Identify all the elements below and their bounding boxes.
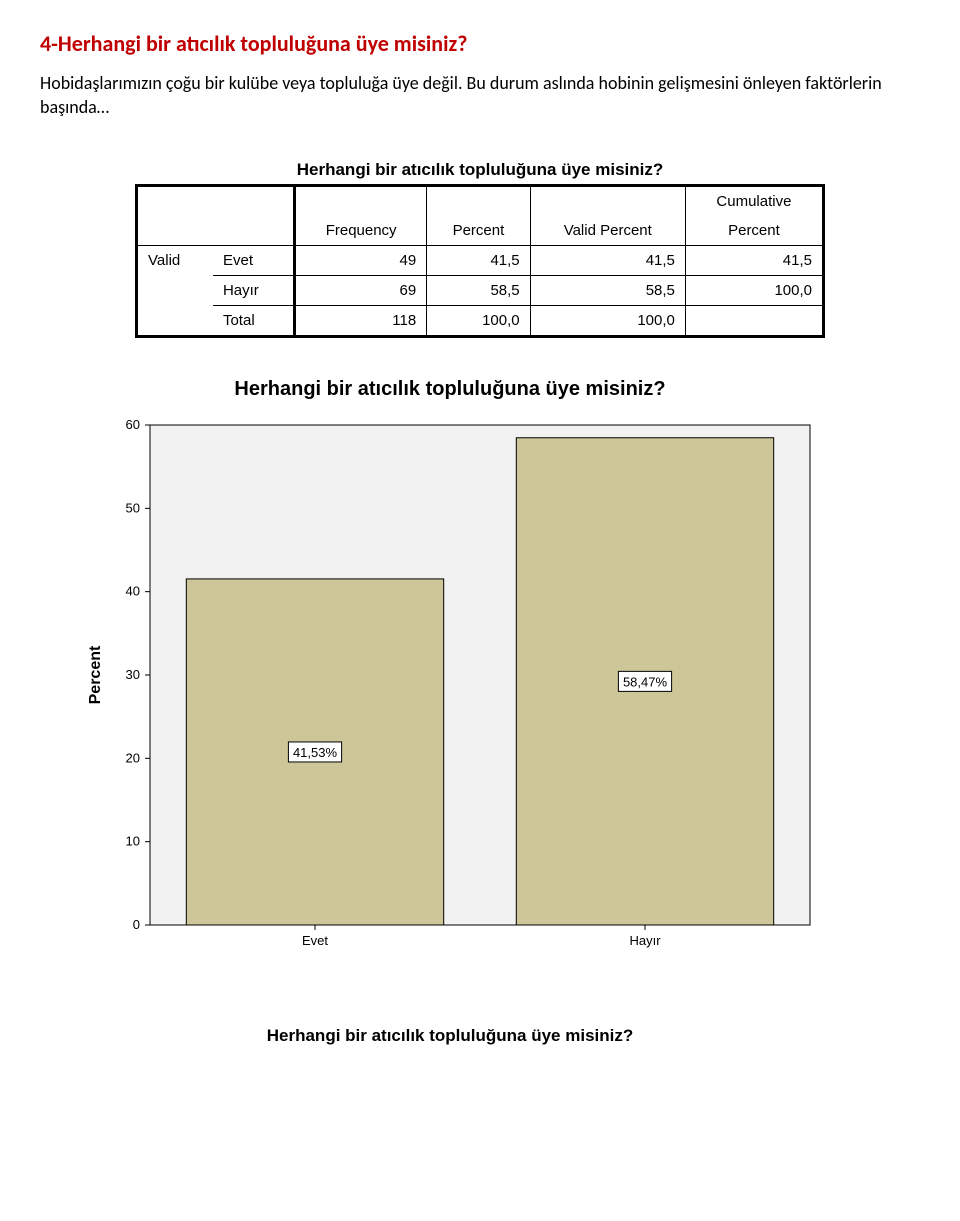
chart-xlabel: Herhangi bir atıcılık topluluğuna üye mi… [70,1026,830,1046]
svg-text:20: 20 [126,750,140,765]
svg-text:Evet: Evet [302,933,328,948]
col-cumulative-top: Cumulative [685,185,823,216]
cell: 58,5 [530,275,685,305]
row-label: Evet [213,245,295,275]
cell: 100,0 [685,275,823,305]
cell: 118 [295,305,427,336]
frequency-table: Frequency Percent Valid Percent Cumulati… [135,184,825,338]
cell [685,305,823,336]
svg-text:40: 40 [126,583,140,598]
col-valid-percent: Valid Percent [530,185,685,245]
col-cumulative-bottom: Percent [685,216,823,246]
row-label: Total [213,305,295,336]
svg-text:50: 50 [126,500,140,515]
col-percent: Percent [427,185,530,245]
svg-text:Percent: Percent [87,645,104,704]
table-row: Total 118 100,0 100,0 [137,305,824,336]
svg-text:Hayır: Hayır [629,933,661,948]
svg-text:60: 60 [126,417,140,432]
table-row: Hayır 69 58,5 58,5 100,0 [137,275,824,305]
svg-text:41,53%: 41,53% [293,745,338,760]
cell: 69 [295,275,427,305]
cell: 49 [295,245,427,275]
table-title: Herhangi bir atıcılık topluluğuna üye mi… [135,160,825,180]
cell: 41,5 [685,245,823,275]
chart-title: Herhangi bir atıcılık topluluğuna üye mi… [70,378,830,401]
cell: 100,0 [427,305,530,336]
col-frequency: Frequency [295,185,427,245]
svg-text:30: 30 [126,667,140,682]
bar-chart: Herhangi bir atıcılık topluluğuna üye mi… [70,378,830,1046]
row-label: Hayır [213,275,295,305]
chart-svg: 0 10 20 30 40 50 60 Percent Evet 41,53% Hayır 58,47… [70,415,830,1015]
svg-text:10: 10 [126,833,140,848]
cell: 100,0 [530,305,685,336]
cell: 41,5 [530,245,685,275]
svg-text:0: 0 [133,917,140,932]
table-row: Valid Evet 49 41,5 41,5 41,5 [137,245,824,275]
row-group-label: Valid [137,245,213,336]
question-heading: 4-Herhangi bir atıcılık topluluğuna üye … [40,30,920,57]
cell: 41,5 [427,245,530,275]
cell: 58,5 [427,275,530,305]
body-paragraph: Hobidaşlarımızın çoğu bir kulübe veya to… [40,71,920,120]
svg-text:58,47%: 58,47% [623,674,668,689]
